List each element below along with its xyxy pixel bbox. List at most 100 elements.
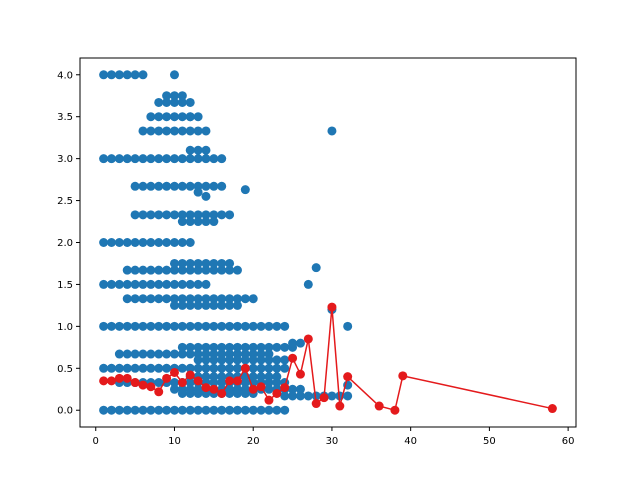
scatter-point	[177, 97, 187, 107]
scatter-point	[185, 294, 195, 304]
line-point	[288, 353, 298, 363]
scatter-point	[185, 363, 195, 373]
line-point	[295, 369, 305, 379]
scatter-point	[130, 265, 140, 275]
scatter-point	[311, 391, 321, 401]
scatter-point	[280, 363, 290, 373]
scatter-point	[177, 154, 187, 164]
line-point	[240, 363, 250, 373]
scatter-point	[256, 355, 266, 365]
scatter-point	[169, 384, 179, 394]
scatter-point	[130, 181, 140, 191]
y-tick-label: 4.0	[57, 70, 73, 81]
scatter-point	[272, 342, 282, 352]
scatter-point	[232, 321, 242, 331]
scatter-point	[193, 300, 203, 310]
scatter-point	[154, 279, 164, 289]
scatter-point	[201, 405, 211, 415]
scatter-point	[162, 321, 172, 331]
scatter-point	[225, 388, 235, 398]
scatter-point	[169, 321, 179, 331]
scatter-point	[201, 210, 211, 220]
y-tick-label: 1.5	[57, 280, 73, 291]
scatter-point	[240, 185, 250, 195]
scatter-point	[256, 342, 266, 352]
scatter-point	[185, 388, 195, 398]
scatter-point	[99, 70, 109, 80]
scatter-point	[201, 372, 211, 382]
scatter-point	[138, 265, 148, 275]
scatter-point	[201, 217, 211, 227]
scatter-point	[154, 265, 164, 275]
scatter-point	[154, 378, 164, 388]
line-point	[99, 376, 109, 386]
scatter-point	[185, 154, 195, 164]
scatter-point	[177, 126, 187, 136]
scatter-point	[248, 355, 258, 365]
scatter-point	[185, 265, 195, 275]
scatter-point	[154, 238, 164, 247]
scatter-point	[114, 70, 124, 80]
scatter-point	[185, 97, 195, 107]
scatter-point	[106, 238, 116, 247]
scatter-point	[209, 342, 219, 352]
scatter-point	[154, 126, 164, 136]
scatter-point	[162, 181, 172, 191]
scatter-point	[185, 321, 195, 331]
scatter-point	[225, 342, 235, 352]
scatter-point	[193, 126, 203, 136]
x-tick-label: 10	[168, 436, 181, 447]
scatter-point	[106, 70, 116, 80]
line-point	[232, 376, 242, 386]
scatter-point	[201, 191, 211, 201]
line-point	[106, 376, 116, 386]
scatter-point	[177, 294, 187, 304]
scatter-point	[272, 372, 282, 382]
scatter-point	[264, 321, 274, 331]
scatter-point	[122, 294, 132, 304]
scatter-point	[217, 342, 227, 352]
scatter-point	[106, 279, 116, 289]
scatter-point	[177, 405, 187, 415]
scatter-point	[193, 145, 203, 155]
scatter-point	[138, 279, 148, 289]
scatter-point	[264, 342, 274, 352]
x-axis: 0 10 20 30 40 50 60	[93, 427, 574, 447]
scatter-point	[138, 126, 148, 136]
scatter-point	[169, 349, 179, 359]
x-tick-label: 0	[93, 436, 99, 447]
scatter-point	[201, 265, 211, 275]
scatter-point	[138, 154, 148, 164]
scatter-point	[248, 294, 258, 304]
scatter-point	[122, 363, 132, 373]
scatter-point	[225, 363, 235, 373]
scatter-point	[217, 265, 227, 275]
scatter-point	[232, 294, 242, 304]
scatter-point	[162, 349, 172, 359]
line-point	[138, 380, 148, 390]
scatter-point	[114, 349, 124, 359]
line-point	[201, 383, 211, 393]
scatter-point	[114, 238, 124, 247]
scatter-point	[138, 181, 148, 191]
scatter-point	[146, 112, 156, 122]
scatter-point	[280, 321, 290, 331]
scatter-point	[201, 300, 211, 310]
scatter-point	[295, 338, 305, 348]
scatter-point	[272, 321, 282, 331]
line-point	[225, 376, 235, 386]
scatter-point	[225, 210, 235, 220]
scatter-point	[295, 384, 305, 394]
y-tick-label: 3.0	[57, 154, 73, 165]
scatter-point	[130, 70, 140, 80]
scatter-point	[130, 279, 140, 289]
scatter-point	[138, 238, 148, 247]
scatter-point	[193, 217, 203, 227]
scatter-point	[217, 258, 227, 268]
line-point	[311, 399, 321, 409]
line-point	[177, 378, 187, 388]
scatter-point	[154, 363, 164, 373]
scatter-point	[232, 342, 242, 352]
scatter-point	[232, 355, 242, 365]
